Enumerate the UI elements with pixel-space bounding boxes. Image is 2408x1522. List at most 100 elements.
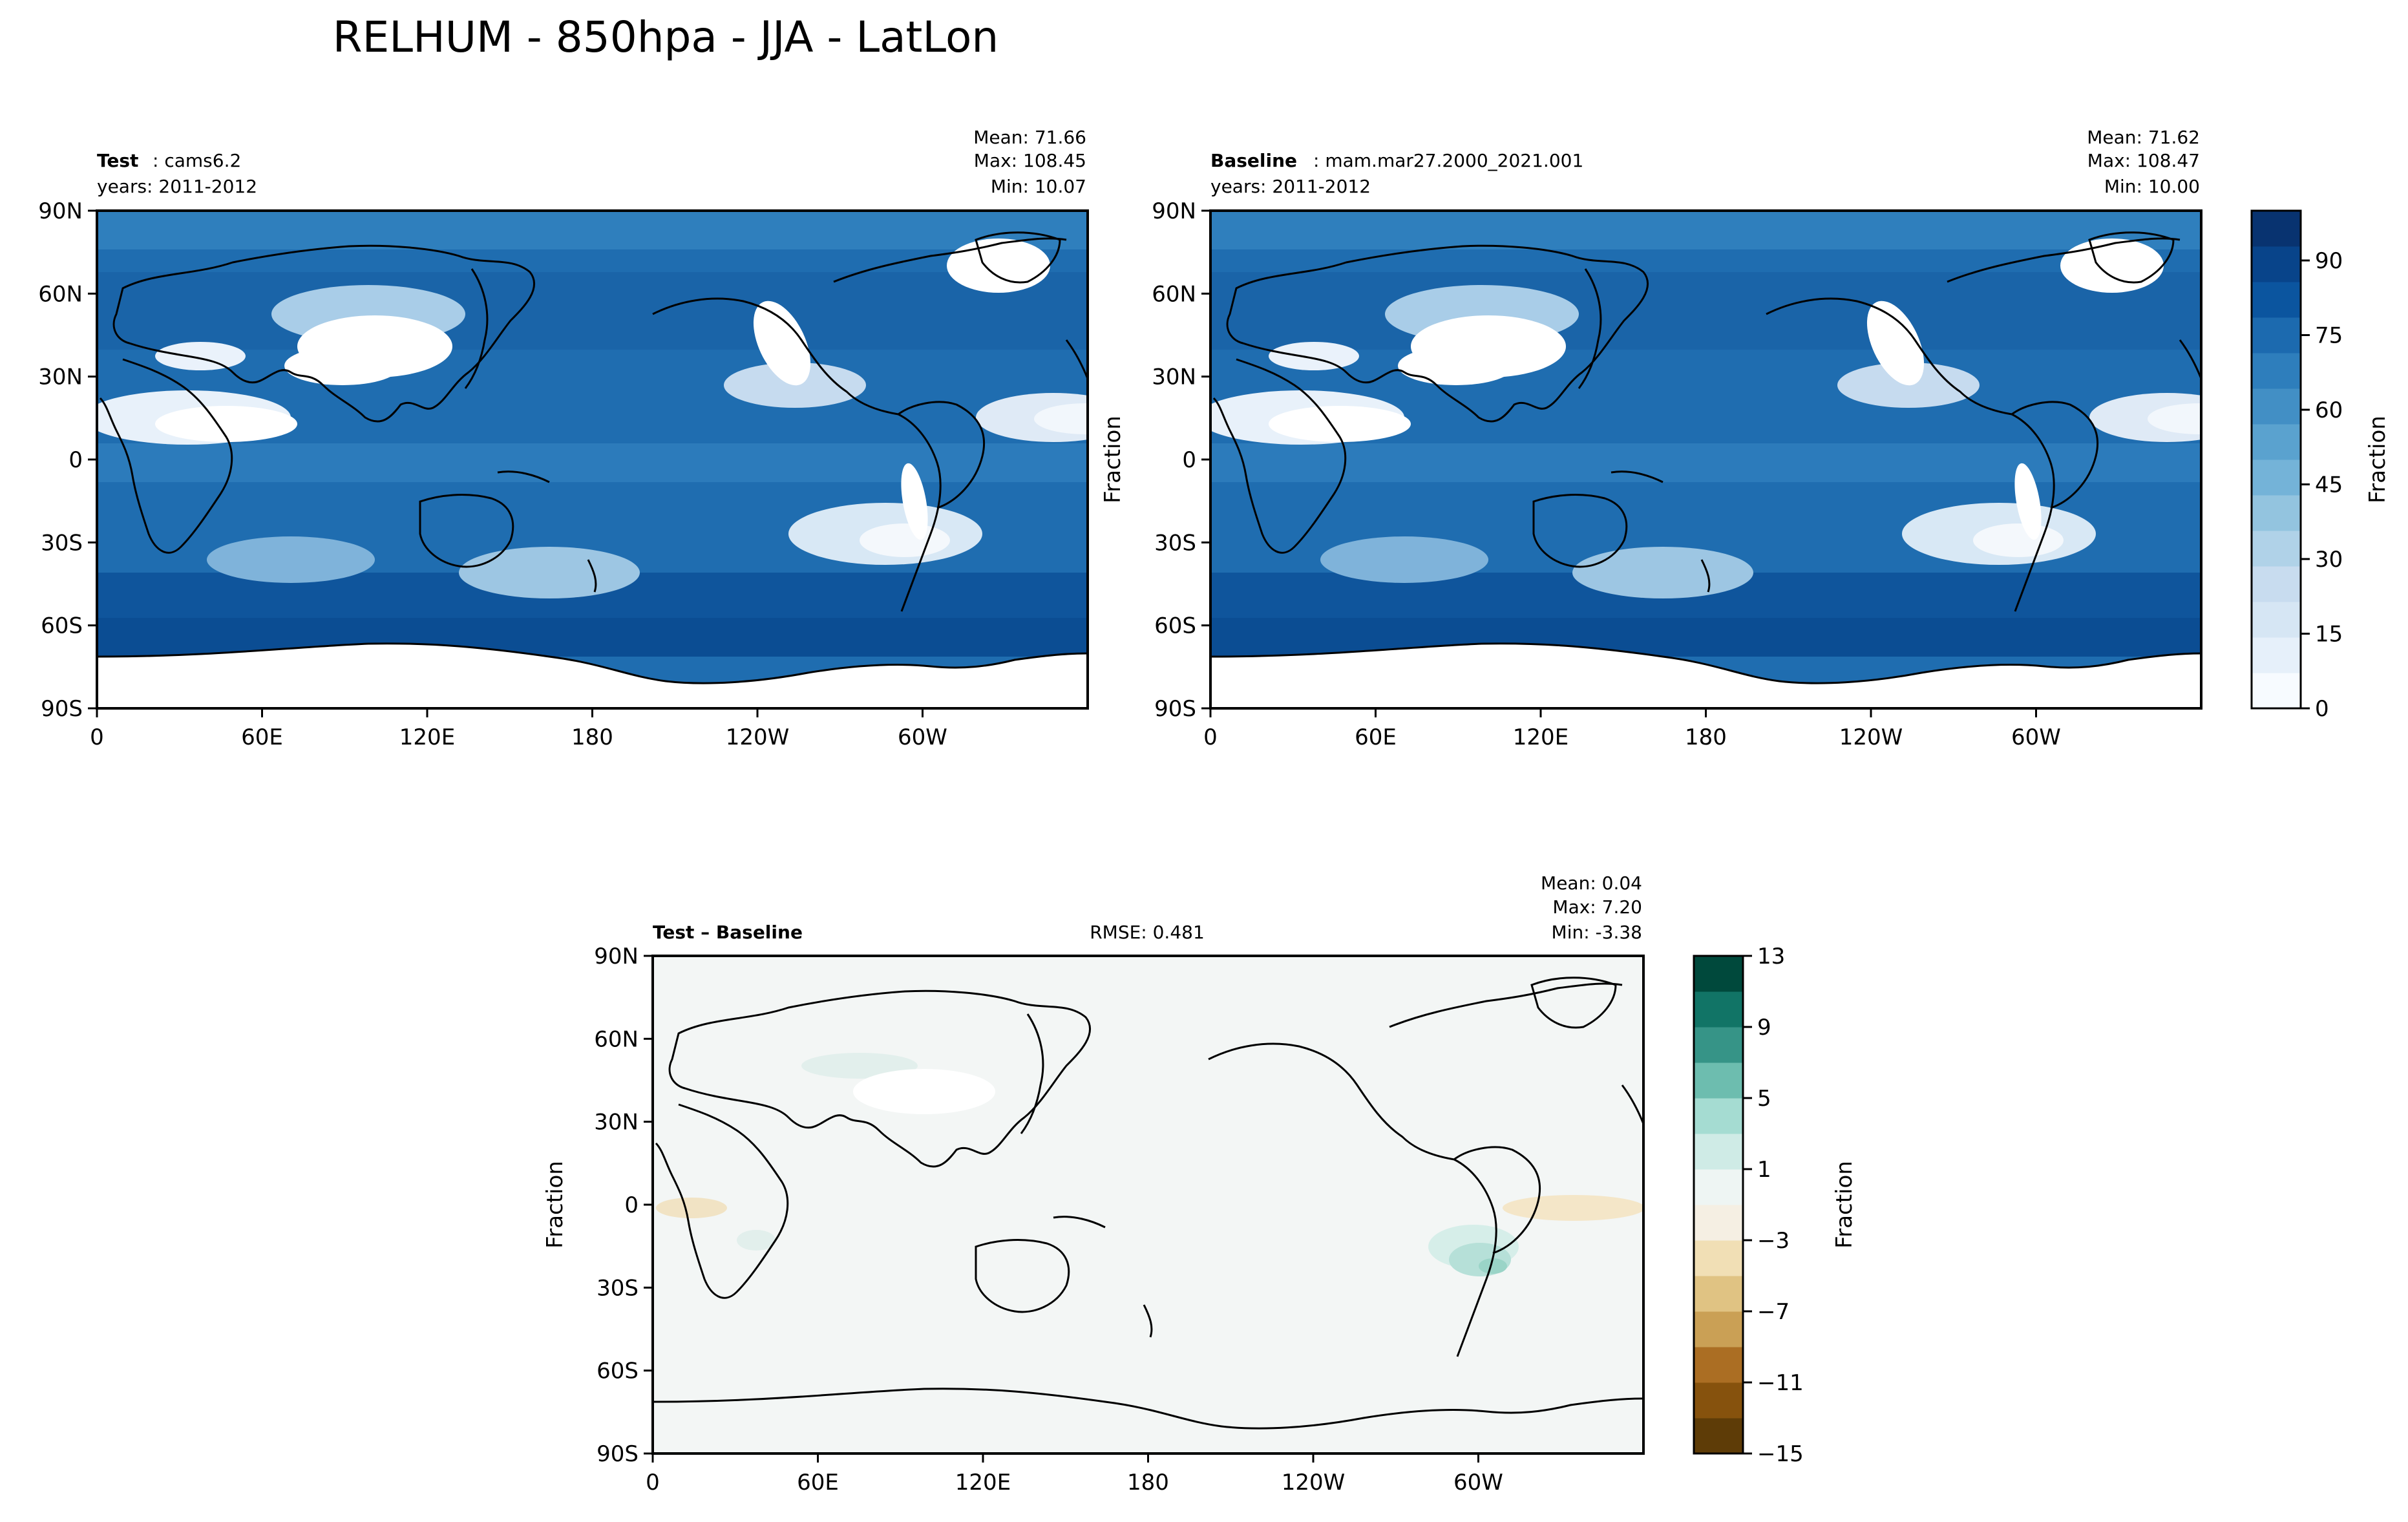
- colorbar-tick-label: −7: [1757, 1299, 1790, 1325]
- baseline-label-bold: Baseline: [1210, 150, 1297, 171]
- colorbar-tick-label: 9: [1757, 1015, 1771, 1041]
- test-map: [97, 211, 1088, 708]
- diff-min: Min: -3.38: [1552, 922, 1642, 943]
- colorbar-swatch: [1694, 1418, 1743, 1454]
- y-tick-label: 30N: [38, 365, 83, 390]
- colorbar-bottom-label: Fraction: [1832, 1161, 1857, 1249]
- colorbar-swatch: [2252, 566, 2301, 602]
- colorbar-top: 0 15 30 45 60 75 90: [2250, 209, 2343, 722]
- colorbar-bottom: 13 9 5 1 −3 −7 −11 −15: [1693, 944, 1804, 1467]
- x-tick-label: 120E: [399, 724, 455, 750]
- x-tick-label: 0: [90, 724, 104, 750]
- colorbar-swatch: [1694, 1134, 1743, 1170]
- colorbar-tick-label: 45: [2315, 472, 2343, 498]
- baseline-map: [1210, 211, 2201, 708]
- y-tick-label: 30S: [597, 1275, 639, 1301]
- colorbar-swatch: [1694, 1382, 1743, 1419]
- x-tick-label: 180: [1127, 1470, 1169, 1496]
- y-tick-label: 30N: [1152, 365, 1196, 390]
- diff-ylabel: Fraction: [542, 1161, 568, 1249]
- colorbar-swatch: [2252, 388, 2301, 425]
- baseline-mean: Mean: 71.62: [2087, 127, 2200, 148]
- baseline-years: years: 2011-2012: [1210, 176, 1371, 197]
- colorbar-swatch: [1694, 1169, 1743, 1205]
- y-tick-label: 60N: [594, 1026, 639, 1052]
- y-tick-label: 60N: [1152, 281, 1196, 307]
- figure-title: RELHUM - 850hpa - JJA - LatLon: [333, 12, 999, 62]
- colorbar-swatch: [1694, 1276, 1743, 1312]
- x-tick-label: 120E: [955, 1470, 1011, 1496]
- colorbar-swatch: [2252, 317, 2301, 354]
- y-tick-label: 60N: [38, 281, 83, 307]
- y-tick-label: 60S: [597, 1358, 639, 1384]
- colorbar-swatch: [2252, 531, 2301, 567]
- colorbar-swatch: [1694, 1347, 1743, 1383]
- y-tick-label: 60S: [1154, 613, 1196, 639]
- colorbar-swatch: [2252, 424, 2301, 460]
- y-tick-label: 30S: [1154, 530, 1196, 556]
- test-max: Max: 108.45: [974, 150, 1086, 171]
- colorbar-swatch: [1694, 1062, 1743, 1099]
- test-years: years: 2011-2012: [97, 176, 257, 197]
- y-tick-label: 60S: [41, 613, 83, 639]
- test-axes: 90N 60N 30N 0 30S 60S 90S 0 60E 120E 180 120W 60W: [38, 198, 947, 750]
- colorbar-tick-label: −15: [1757, 1441, 1804, 1467]
- colorbar-tick-label: 60: [2315, 397, 2343, 423]
- x-tick-label: 120E: [1513, 724, 1568, 750]
- colorbar-tick-label: 0: [2315, 696, 2329, 722]
- x-tick-label: 60W: [2011, 724, 2061, 750]
- colorbar-swatch: [2252, 637, 2301, 673]
- panel-baseline: Baseline : mam.mar27.2000_2021.001 years…: [1100, 127, 2202, 750]
- colorbar-tick-label: −11: [1757, 1370, 1804, 1396]
- colorbar-tick-label: 1: [1757, 1157, 1771, 1183]
- x-tick-label: 0: [1203, 724, 1218, 750]
- baseline-label-rest: : mam.mar27.2000_2021.001: [1313, 150, 1583, 171]
- diff-max: Max: 7.20: [1552, 896, 1642, 918]
- colorbar-tick-label: −3: [1757, 1228, 1790, 1254]
- test-min: Min: 10.07: [991, 176, 1086, 197]
- colorbar-tick-label: 30: [2315, 547, 2343, 573]
- x-tick-label: 120W: [1839, 724, 1903, 750]
- baseline-min: Min: 10.00: [2104, 176, 2200, 197]
- colorbar-swatch: [2252, 246, 2301, 282]
- colorbar-swatch: [2252, 282, 2301, 318]
- y-tick-label: 30N: [594, 1110, 639, 1136]
- x-tick-label: 120W: [1282, 1470, 1346, 1496]
- y-tick-label: 90S: [597, 1441, 639, 1467]
- y-tick-label: 90N: [594, 944, 639, 969]
- colorbar-tick-label: 15: [2315, 622, 2343, 648]
- test-label-bold: Test: [97, 150, 138, 171]
- test-label-rest: : cams6.2: [153, 150, 241, 171]
- y-tick-label: 90N: [1152, 198, 1196, 224]
- colorbar-swatch: [2252, 495, 2301, 531]
- y-tick-label: 90N: [38, 198, 83, 224]
- test-mean: Mean: 71.66: [973, 127, 1086, 148]
- x-tick-label: 0: [646, 1470, 660, 1496]
- colorbar-tick-label: 5: [1757, 1086, 1771, 1112]
- colorbar-swatch: [2252, 602, 2301, 638]
- colorbar-swatch: [1694, 991, 1743, 1028]
- x-tick-label: 60W: [898, 724, 947, 750]
- y-tick-label: 0: [624, 1192, 639, 1218]
- y-tick-label: 90S: [1154, 696, 1196, 722]
- x-tick-label: 120W: [726, 724, 790, 750]
- colorbar-swatch: [1694, 1240, 1743, 1276]
- x-tick-label: 180: [1685, 724, 1727, 750]
- panel-test: Test : cams6.2 years: 2011-2012 Mean: 71…: [38, 127, 1089, 750]
- colorbar-tick-label: 13: [1757, 944, 1785, 969]
- x-tick-label: 60E: [1355, 724, 1397, 750]
- colorbar-swatch: [1694, 1027, 1743, 1063]
- y-tick-label: 0: [69, 447, 83, 473]
- x-tick-label: 180: [571, 724, 613, 750]
- panel-diff: Test – Baseline RMSE: 0.481 Mean: 0.04 M…: [542, 872, 1645, 1496]
- colorbar-swatch: [2252, 353, 2301, 389]
- baseline-max: Max: 108.47: [2087, 150, 2200, 171]
- diff-rmse: RMSE: 0.481: [1090, 922, 1205, 943]
- y-tick-label: 90S: [41, 696, 83, 722]
- colorbar-swatch: [2252, 211, 2301, 247]
- diff-mean: Mean: 0.04: [1541, 872, 1642, 894]
- y-tick-label: 30S: [41, 530, 83, 556]
- x-tick-label: 60E: [797, 1470, 839, 1496]
- baseline-axes: 90N 60N 30N 0 30S 60S 90S 0 60E 120E 180 120W 60W: [1152, 198, 2061, 750]
